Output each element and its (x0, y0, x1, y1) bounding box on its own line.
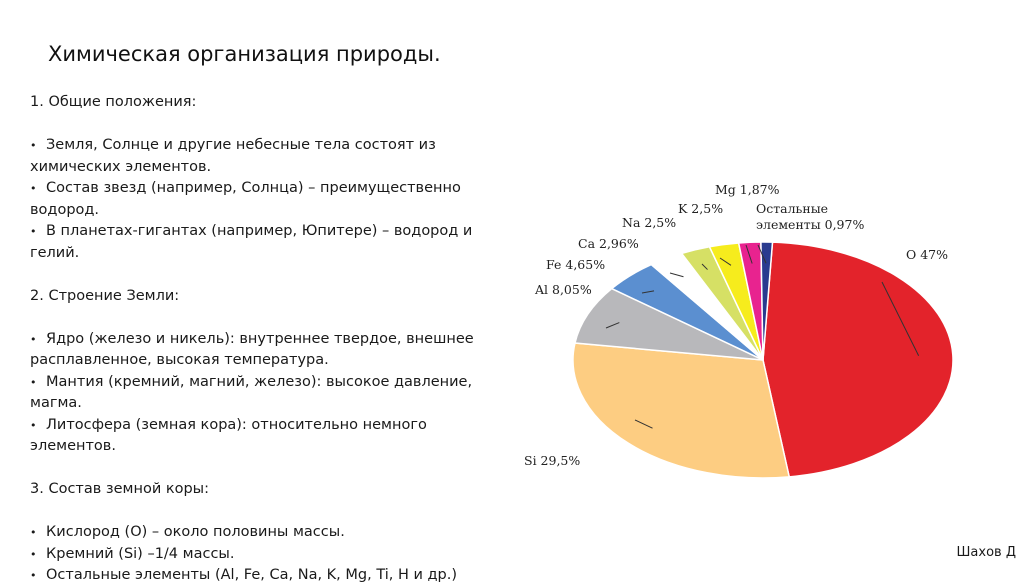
leader-line (669, 272, 684, 278)
bullet-text: Мантия (кремний, магний, железо): высоко… (46, 373, 473, 390)
bullet-item: Остальные элементы (Al, Fe, Ca, Na, K, M… (30, 565, 510, 587)
bullet-item: Мантия (кремний, магний, железо): высоко… (30, 372, 510, 394)
bullet-continuation: магма. (30, 395, 82, 411)
pie-label-ca: Ca 2,96% (578, 236, 639, 251)
spacer (30, 458, 510, 480)
bullet-item: Кислород (О) – около половины массы. (30, 522, 510, 544)
bullet-continuation: водород. (30, 201, 100, 218)
section-heading-crust-composition: 3. Состав земной коры: (30, 481, 210, 497)
pie-label-k: K 2,5% (678, 201, 723, 216)
pie-chart: O 47% Si 29,5% Al 8,05% Fe 4,65% Ca 2,96% Na … (510, 170, 1000, 490)
pie-label-si: Si 29,5% (524, 453, 580, 468)
pie-label-al: Al 8,05% (534, 282, 592, 297)
body-text: 1. Общие положения: Земля, Солнце и друг… (30, 92, 510, 587)
pie-chart-svg: O 47% Si 29,5% Al 8,05% Fe 4,65% Ca 2,96% Na … (524, 182, 954, 479)
slide-title: Химическая организация природы. (48, 42, 441, 66)
pie-slice-si (572, 342, 791, 479)
bullet-text: Остальные элементы (Al, Fe, Ca, Na, K, M… (46, 567, 458, 583)
bullet-text: Литосфера (земная кора): относительно не… (46, 416, 427, 433)
pie-label-остальные-элементы: Остальные элементы 0,97% (756, 201, 864, 232)
bullet-continuation: элементов. (30, 438, 116, 454)
bullet-item: Состав звезд (например, Солнца) – преиму… (30, 178, 510, 200)
bullet-continuation: расплавленное, высокая температура. (30, 352, 329, 368)
spacer (30, 307, 510, 329)
bullet-continuation: гелий. (30, 244, 80, 261)
bullet-text: Состав звезд (например, Солнца) – преиму… (46, 180, 461, 196)
bullet-text: Кремний (Si) –1/4 массы. (46, 545, 235, 562)
leader-line (757, 244, 767, 264)
leader-line (641, 290, 655, 294)
bullet-text: В планетах-гигантах (например, Юпитере) … (46, 223, 473, 239)
pie-label-fe: Fe 4,65% (546, 257, 605, 272)
bullet-item: Земля, Солнце и другие небесные тела сос… (30, 135, 510, 157)
pie-slice-al (574, 287, 764, 361)
pie-slice-остальные-элементы (760, 241, 774, 361)
pie-label-o: O 47% (906, 247, 948, 262)
leader-line (634, 419, 653, 429)
bullet-text: Ядро (железо и никель): внутреннее тверд… (46, 330, 474, 347)
bullet-item: Кремний (Si) –1/4 массы. (30, 544, 510, 566)
bullet-text: Кислород (О) – около половины массы. (46, 524, 345, 540)
leader-line (719, 257, 732, 266)
bullet-continuation: химических элементов. (30, 158, 212, 175)
author-name: Шахов Д (956, 545, 1016, 560)
pie-label-na: Na 2,5% (622, 215, 676, 230)
section-heading-earth-structure: 2. Строение Земли: (30, 287, 180, 304)
bullet-item: В планетах-гигантах (например, Юпитере) … (30, 221, 510, 243)
pie-label-mg: Mg 1,87% (715, 182, 780, 197)
section-heading-general: 1. Общие положения: (30, 94, 197, 110)
bullet-item: Литосфера (земная кора): относительно не… (30, 415, 510, 437)
leader-line (881, 281, 920, 356)
spacer (30, 264, 510, 286)
bullet-text: Земля, Солнце и другие небесные тела сос… (46, 137, 436, 153)
leader-line (701, 263, 708, 270)
leader-line (605, 322, 620, 329)
bullet-item: Ядро (железо и никель): внутреннее тверд… (30, 329, 510, 351)
pie-slice-o (762, 241, 954, 478)
spacer (30, 114, 510, 136)
spacer (30, 501, 510, 523)
leader-line (745, 244, 753, 264)
